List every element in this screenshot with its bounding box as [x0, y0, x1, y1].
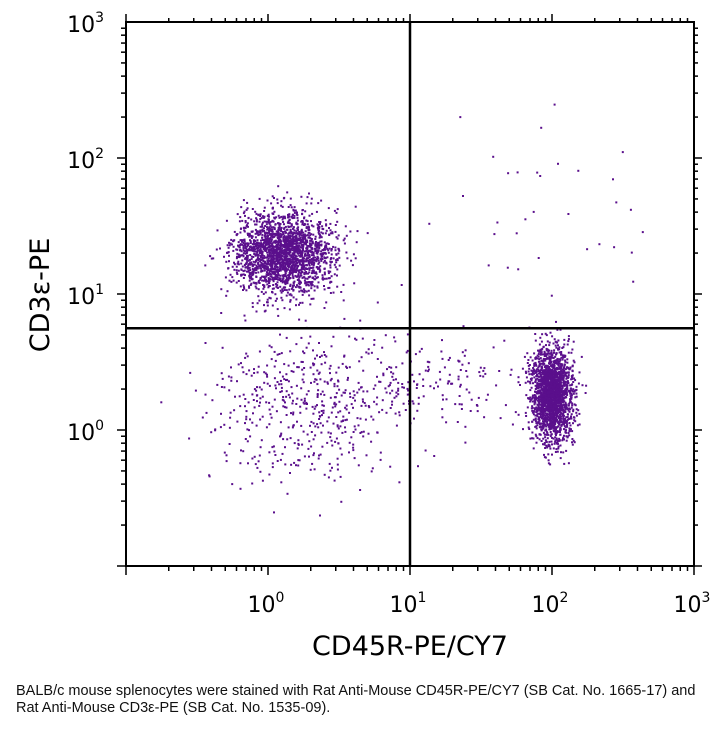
flow-cytometry-plot: 100 101 102 103 100 101 102 103 CD45R-PE/CY7 C…	[25, 10, 711, 662]
x-tick-label: 102	[532, 590, 569, 618]
population-5	[400, 103, 644, 328]
x-tick-label: 101	[390, 590, 427, 618]
x-tick-label: 103	[674, 590, 711, 618]
population-2	[514, 320, 588, 466]
scatter-points	[160, 103, 644, 517]
axis-ticks	[117, 14, 702, 575]
y-tick-label: 101	[67, 282, 104, 310]
y-axis-label: CD3ε-PE	[25, 238, 56, 353]
x-axis-label: CD45R-PE/CY7	[312, 631, 508, 662]
y-tick-label: 103	[67, 10, 104, 38]
y-tick-labels: 100 101 102 103	[67, 10, 104, 446]
figure-caption: BALB/c mouse splenocytes were stained wi…	[16, 683, 696, 716]
x-tick-label: 100	[248, 590, 285, 618]
x-tick-labels: 100 101 102 103	[248, 590, 711, 618]
population-4	[333, 333, 583, 446]
y-tick-label: 100	[67, 418, 104, 446]
population-3	[160, 287, 468, 517]
population-1	[204, 185, 369, 317]
y-tick-label: 102	[67, 146, 104, 174]
